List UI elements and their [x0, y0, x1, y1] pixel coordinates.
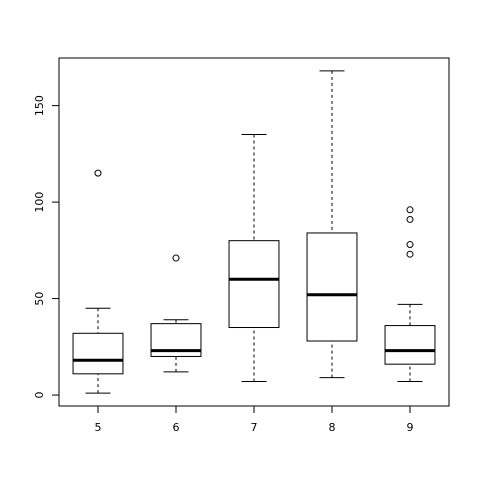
- x-tick-label: 6: [173, 421, 180, 434]
- x-tick-label: 8: [329, 421, 336, 434]
- outlier: [172, 254, 180, 262]
- x-tick-label: 9: [407, 421, 414, 434]
- outlier: [406, 250, 414, 258]
- outlier: [406, 241, 414, 249]
- x-tick-label: 7: [251, 421, 258, 434]
- outlier: [94, 169, 102, 177]
- y-tick-label: 150: [33, 95, 46, 116]
- box: [228, 240, 280, 329]
- box: [72, 332, 124, 375]
- y-tick-label: 0: [33, 392, 46, 399]
- y-tick-label: 50: [33, 292, 46, 306]
- x-tick-label: 5: [95, 421, 102, 434]
- box: [306, 232, 358, 342]
- y-tick-label: 100: [33, 192, 46, 213]
- outlier: [406, 206, 414, 214]
- outlier: [406, 215, 414, 223]
- box: [384, 325, 436, 365]
